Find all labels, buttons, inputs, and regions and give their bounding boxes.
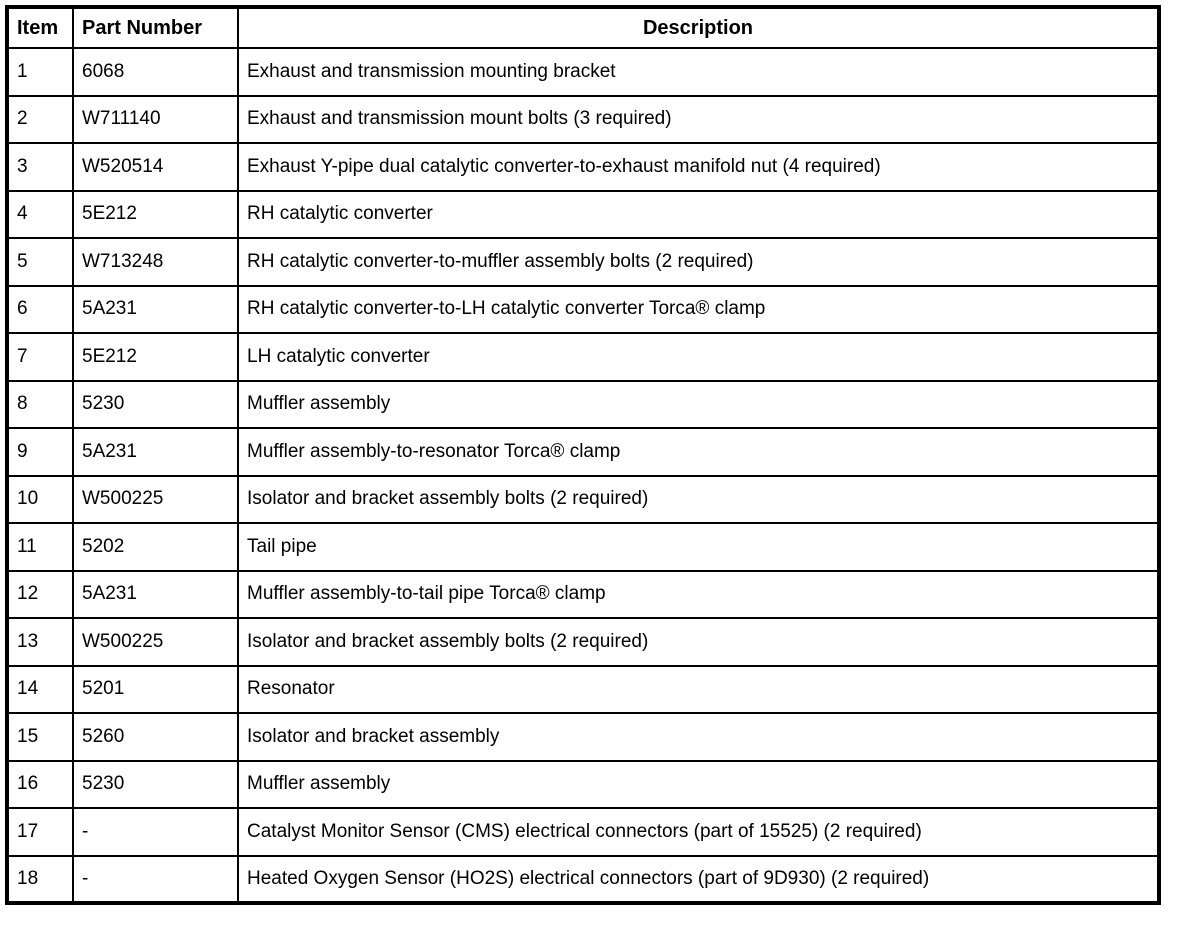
table-row: 14 5201 Resonator: [6, 664, 1160, 714]
cell-item: 11: [6, 522, 74, 572]
table-row: 8 5230 Muffler assembly: [6, 379, 1160, 429]
table-header: Item Part Number Description: [6, 6, 1160, 49]
table-row: 7 5E212 LH catalytic converter: [6, 332, 1160, 382]
table-row: 17- Catalyst Monitor Sensor (CMS) electri…: [6, 807, 1160, 857]
cell-item: 4: [6, 189, 74, 239]
cell-part-number: W500225: [72, 474, 239, 524]
table-row: 11 5202 Tail pipe: [6, 522, 1160, 572]
cell-description: RH catalytic converter-to-muffler assemb…: [237, 237, 1160, 287]
cell-part-number: 5A231: [72, 569, 239, 619]
cell-item: 2: [6, 94, 74, 144]
cell-description: Isolator and bracket assembly bolts (2 r…: [237, 474, 1160, 524]
cell-item: 9: [6, 427, 74, 477]
cell-part-number: W713248: [72, 237, 239, 287]
cell-item: 17: [6, 807, 74, 857]
cell-item: 3: [6, 142, 74, 192]
cell-description: RH catalytic converter: [237, 189, 1160, 239]
cell-item: 13: [6, 617, 74, 667]
table-row: 15 5260 Isolator and bracket assembly: [6, 712, 1160, 762]
cell-description: LH catalytic converter: [237, 332, 1160, 382]
cell-item: 15: [6, 712, 74, 762]
cell-description: Catalyst Monitor Sensor (CMS) electrical…: [237, 807, 1160, 857]
column-header-part-number: Part Number: [72, 6, 239, 49]
cell-item: 14: [6, 664, 74, 714]
table-row: 9 5A231 Muffler assembly-to-resonator Torc…: [6, 427, 1160, 477]
table-row: 4 5E212 RH catalytic converter: [6, 189, 1160, 239]
cell-description: Isolator and bracket assembly: [237, 712, 1160, 762]
cell-item: 7: [6, 332, 74, 382]
column-header-item: Item: [6, 6, 74, 49]
table-row: 1 6068 Exhaust and transmission mounting b…: [6, 47, 1160, 97]
table-body: 1 6068 Exhaust and transmission mounting b…: [6, 47, 1160, 904]
table-row: 10 W500225 Isolator and bracket assembly b…: [6, 474, 1160, 524]
cell-description: Exhaust Y-pipe dual catalytic converter-…: [237, 142, 1160, 192]
cell-part-number: W500225: [72, 617, 239, 667]
cell-part-number: 5201: [72, 664, 239, 714]
cell-part-number: W711140: [72, 94, 239, 144]
table-row: 5 W713248 RH catalytic converter-to-muffle…: [6, 237, 1160, 287]
cell-part-number: 5230: [72, 759, 239, 809]
cell-description: Muffler assembly: [237, 379, 1160, 429]
cell-description: Tail pipe: [237, 522, 1160, 572]
header-row: Item Part Number Description: [6, 6, 1160, 49]
cell-part-number: 5A231: [72, 284, 239, 334]
cell-part-number: 6068: [72, 47, 239, 97]
cell-item: 16: [6, 759, 74, 809]
cell-item: 12: [6, 569, 74, 619]
cell-description: Resonator: [237, 664, 1160, 714]
cell-description: Isolator and bracket assembly bolts (2 r…: [237, 617, 1160, 667]
cell-item: 6: [6, 284, 74, 334]
column-header-description: Description: [237, 6, 1160, 49]
table-row: 12 5A231 Muffler assembly-to-tail pipe Tor…: [6, 569, 1160, 619]
cell-part-number: 5260: [72, 712, 239, 762]
cell-description: Exhaust and transmission mounting bracke…: [237, 47, 1160, 97]
cell-item: 10: [6, 474, 74, 524]
cell-item: 1: [6, 47, 74, 97]
cell-part-number: -: [72, 854, 239, 904]
cell-description: Muffler assembly-to-resonator Torca® cla…: [237, 427, 1160, 477]
cell-part-number: 5230: [72, 379, 239, 429]
cell-item: 8: [6, 379, 74, 429]
cell-description: Muffler assembly: [237, 759, 1160, 809]
cell-part-number: -: [72, 807, 239, 857]
table-row: 16 5230 Muffler assembly: [6, 759, 1160, 809]
cell-description: Heated Oxygen Sensor (HO2S) electrical c…: [237, 854, 1160, 904]
cell-description: RH catalytic converter-to-LH catalytic c…: [237, 284, 1160, 334]
table-row: 6 5A231 RH catalytic converter-to-LH catal…: [6, 284, 1160, 334]
cell-description: Exhaust and transmission mount bolts (3 …: [237, 94, 1160, 144]
table-row: 18- Heated Oxygen Sensor (HO2S) electrica…: [6, 854, 1160, 904]
parts-table: Item Part Number Description 1 6068 Exhaus…: [5, 5, 1161, 905]
cell-part-number: 5E212: [72, 189, 239, 239]
table-row: 3 W520514 Exhaust Y-pipe dual catalytic co…: [6, 142, 1160, 192]
table-row: 2 W711140 Exhaust and transmission mount b…: [6, 94, 1160, 144]
cell-part-number: 5202: [72, 522, 239, 572]
cell-description: Muffler assembly-to-tail pipe Torca® cla…: [237, 569, 1160, 619]
cell-item: 5: [6, 237, 74, 287]
cell-item: 18: [6, 854, 74, 904]
cell-part-number: 5A231: [72, 427, 239, 477]
cell-part-number: W520514: [72, 142, 239, 192]
table-row: 13 W500225 Isolator and bracket assembly b…: [6, 617, 1160, 667]
cell-part-number: 5E212: [72, 332, 239, 382]
